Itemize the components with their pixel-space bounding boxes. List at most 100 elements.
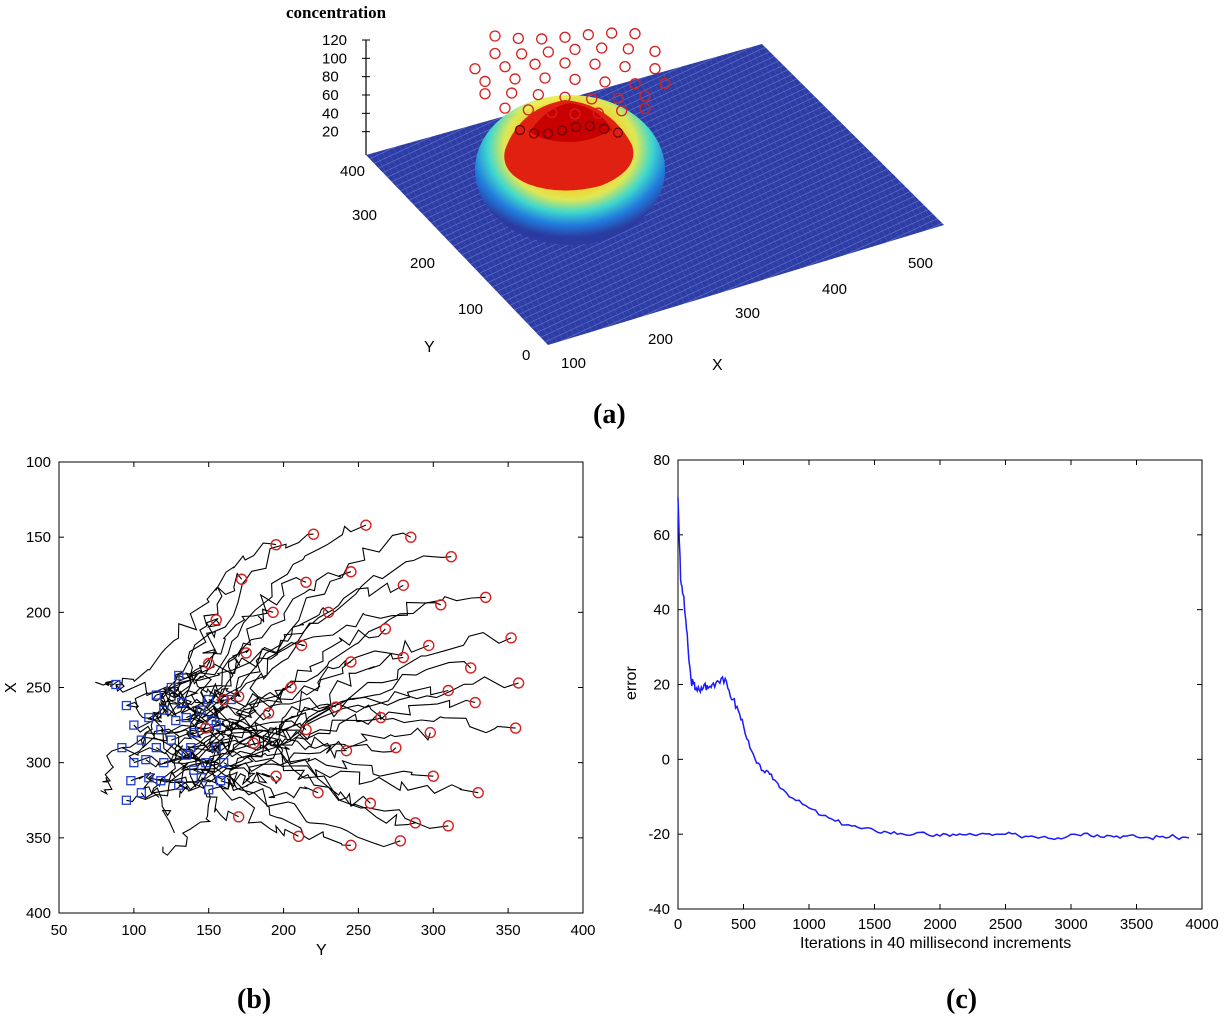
agent-path xyxy=(126,701,239,822)
x-axis-label-3d: X xyxy=(712,357,723,374)
end-point xyxy=(322,606,335,619)
x-axis-label-c: Iterations in 40 millisecond increments xyxy=(800,935,1071,952)
sensor-marker xyxy=(569,43,581,56)
sensor-marker xyxy=(639,102,651,115)
y-axis-label-c: error xyxy=(623,666,640,700)
start-point xyxy=(196,773,206,783)
sensor-marker xyxy=(499,102,511,114)
end-point xyxy=(312,787,324,799)
y-axis-ticks-3d: 400 300 200 100 0 xyxy=(340,163,530,364)
end-point xyxy=(465,662,477,674)
end-point xyxy=(345,656,357,668)
start-point xyxy=(204,694,214,705)
start-point xyxy=(151,742,161,753)
x-tick-label-c: 3500 xyxy=(1120,916,1153,933)
axis-ticks-c: 0 500 1000 1500 2000 2500 3000 3500 4000 -40 -20 0 2… xyxy=(648,452,1218,933)
x-tick-label-3d: 400 xyxy=(822,281,847,298)
start-point xyxy=(117,742,127,753)
start-point xyxy=(189,765,199,775)
z-axis-label: concentration xyxy=(286,3,387,22)
x-tick-label-c: 3000 xyxy=(1054,916,1087,933)
y-tick-label-b: 300 xyxy=(26,755,51,772)
agent-path xyxy=(167,686,208,733)
x-tick-label-c: 0 xyxy=(674,916,682,933)
start-point xyxy=(219,758,229,768)
y-tick-label-c: 0 xyxy=(662,751,670,768)
end-point xyxy=(479,591,492,603)
start-point xyxy=(144,712,154,723)
end-point xyxy=(307,528,320,540)
end-point xyxy=(203,657,215,670)
y-tick-label-b: 200 xyxy=(26,604,51,621)
agent-path xyxy=(155,686,449,755)
start-point xyxy=(166,735,176,745)
sensor-marker xyxy=(599,76,611,88)
start-point xyxy=(166,682,176,693)
sensor-marker xyxy=(596,42,608,54)
sensor-marker xyxy=(542,128,554,139)
end-point xyxy=(409,817,422,829)
agent-path xyxy=(156,576,307,696)
end-point xyxy=(262,707,275,719)
sensor-marker xyxy=(479,88,491,100)
agent-path xyxy=(162,789,212,856)
start-point xyxy=(144,773,154,783)
plot-frame-c xyxy=(677,459,1203,910)
start-point xyxy=(204,785,214,795)
y-tick-label-b: 250 xyxy=(26,680,51,697)
agent-path xyxy=(163,632,512,765)
agent-path xyxy=(181,698,371,808)
sensor-marker xyxy=(489,47,501,60)
sensor-marker xyxy=(570,121,582,133)
agent-path xyxy=(178,601,441,680)
start-point xyxy=(111,679,121,690)
end-points xyxy=(200,519,525,852)
sensor-marker xyxy=(612,127,624,138)
sensor-marker xyxy=(569,73,581,85)
error-series-line xyxy=(677,497,1190,841)
sensor-marker xyxy=(512,32,524,44)
end-point xyxy=(200,722,212,734)
z-tick-label: 120 xyxy=(322,32,347,49)
end-point xyxy=(397,651,410,664)
y-tick-label-3d: 200 xyxy=(410,255,435,272)
sensor-marker xyxy=(584,121,596,132)
panel-c-error-plot: 0 500 1000 1500 2000 2500 3000 3500 4000 -40 -20 0 2… xyxy=(623,452,1219,952)
agent-path xyxy=(178,672,242,698)
agent-path xyxy=(208,658,352,791)
start-point xyxy=(181,712,191,723)
y-tick-label-b: 150 xyxy=(26,529,51,546)
x-tick-label-3d: 200 xyxy=(648,331,673,348)
agent-path xyxy=(188,617,221,739)
end-point xyxy=(340,744,353,757)
agent-path xyxy=(190,740,434,777)
y-tick-label-3d: 400 xyxy=(340,163,365,180)
start-point xyxy=(159,758,169,768)
sensor-marker xyxy=(649,45,661,57)
start-point xyxy=(151,690,161,700)
sensor-marker xyxy=(606,27,618,39)
x-tick-label-b: 400 xyxy=(570,922,595,939)
agent-path xyxy=(121,747,401,848)
x-tick-label-3d: 500 xyxy=(908,255,933,272)
x-axis-label-b: Y xyxy=(316,942,327,959)
agent-path xyxy=(171,676,519,745)
y-tick-label-b: 100 xyxy=(26,454,51,471)
end-point xyxy=(442,820,454,832)
end-point xyxy=(505,632,517,644)
x-tick-label-c: 2500 xyxy=(989,916,1022,933)
end-point xyxy=(445,551,457,563)
surface-peak-top xyxy=(530,103,612,142)
sensor-marker xyxy=(582,29,594,41)
x-tick-label-b: 50 xyxy=(51,922,68,939)
agent-path xyxy=(148,659,211,719)
x-axis-ticks-3d: 100 200 300 400 500 xyxy=(561,255,933,372)
end-point xyxy=(472,787,484,799)
end-point xyxy=(442,684,454,697)
sensor-marker xyxy=(569,108,581,120)
x-tick-label-c: 1500 xyxy=(858,916,891,933)
end-point xyxy=(364,797,377,809)
